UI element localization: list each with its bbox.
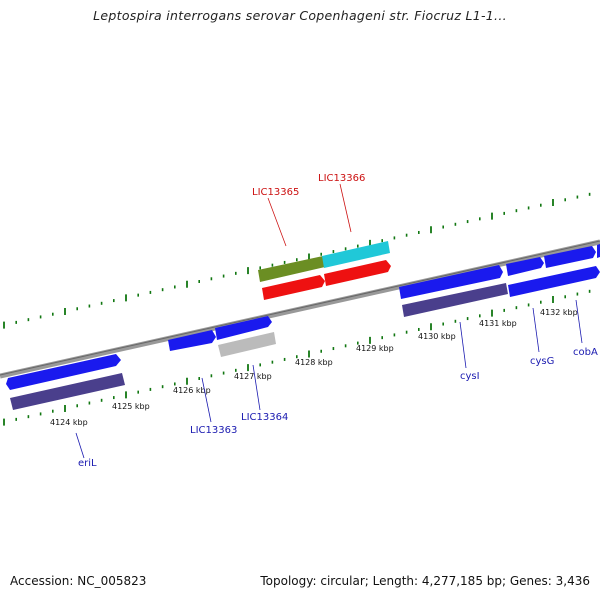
scale-label-4126: 4126 kbp xyxy=(173,386,211,395)
cds-block-cysi-bottom[interactable] xyxy=(402,283,508,317)
scale-label-4131: 4131 kbp xyxy=(479,319,517,328)
scale-labels: 4124 kbp 4125 kbp 4126 kbp 4127 kbp 4128… xyxy=(50,308,578,427)
cds-block-lic13364-gray[interactable] xyxy=(218,332,276,357)
gene-label-cysi: cysI xyxy=(460,371,480,382)
feature-cyan[interactable] xyxy=(322,241,390,268)
cds-arrow-eril-top[interactable] xyxy=(6,354,121,390)
cds-arrow-cysi-top[interactable] xyxy=(399,265,503,299)
cds-arrow-lic13363[interactable] xyxy=(168,330,216,351)
gene-label-coba: cobA xyxy=(573,347,598,358)
cds-arrow-cobA-top[interactable] xyxy=(544,246,596,268)
genome-backbone xyxy=(0,239,600,379)
feature-olive[interactable] xyxy=(258,256,325,282)
cds-arrow-right-edge[interactable] xyxy=(597,244,600,258)
gene-label-cysg: cysG xyxy=(530,356,554,367)
feature-red-1[interactable] xyxy=(262,275,325,300)
tick-rails xyxy=(3,192,591,426)
gene-label-eril: eriL xyxy=(78,458,97,469)
gene-label-lic13363: LIC13363 xyxy=(190,425,237,436)
cds-arrow-cysg-top[interactable] xyxy=(506,257,544,276)
scale-label-4129: 4129 kbp xyxy=(356,344,394,353)
genome-summary-text: Topology: circular; Length: 4,277,185 bp… xyxy=(260,574,590,588)
gene-label-lic13366: LIC13366 xyxy=(318,173,365,184)
scale-label-4130: 4130 kbp xyxy=(418,332,456,341)
scale-label-4127: 4127 kbp xyxy=(234,372,272,381)
map-title: Leptospira interrogans serovar Copenhage… xyxy=(93,8,507,23)
scale-label-4128: 4128 kbp xyxy=(295,358,333,367)
accession-text: Accession: NC_005823 xyxy=(10,574,147,588)
cds-block-eril-bottom[interactable] xyxy=(10,373,125,410)
scale-label-4125: 4125 kbp xyxy=(112,402,150,411)
gene-label-lic13364: LIC13364 xyxy=(241,412,288,423)
cds-arrow-cysg-bottom[interactable] xyxy=(508,266,600,297)
gene-label-lic13365: LIC13365 xyxy=(252,187,299,198)
feature-red-2[interactable] xyxy=(324,260,391,286)
cds-arrow-lic13364-top[interactable] xyxy=(215,316,272,340)
top-gene-labels: LIC13365 LIC13366 xyxy=(252,173,365,247)
scale-label-4124: 4124 kbp xyxy=(50,418,88,427)
scale-label-4132: 4132 kbp xyxy=(540,308,578,317)
bottom-gene-labels: eriL LIC13363 LIC13364 cysI cysG cobA xyxy=(75,299,598,469)
